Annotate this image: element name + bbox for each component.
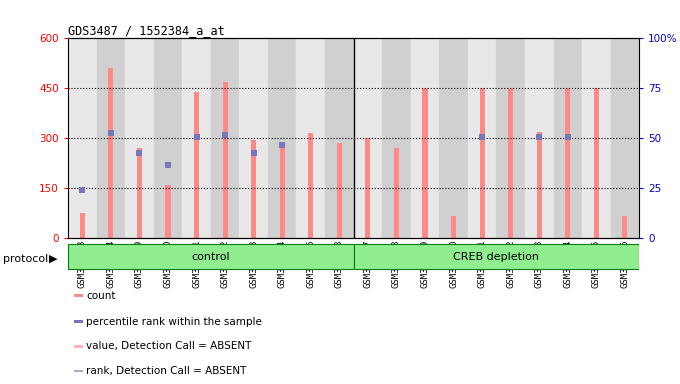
Bar (222, 82, 228, 238)
Bar (268, 38, 296, 238)
Bar (68, 38, 97, 238)
Text: rank, Detection Call = ABSENT: rank, Detection Call = ABSENT (86, 366, 246, 376)
Bar (296, 38, 325, 238)
Text: count: count (86, 291, 116, 301)
Bar (325, 38, 354, 238)
Bar (74, 295, 83, 297)
Bar (439, 38, 468, 238)
Bar (68, 245, 354, 269)
Text: protocol: protocol (3, 254, 49, 264)
Bar (165, 185, 171, 238)
Bar (554, 38, 582, 238)
Bar (382, 38, 411, 238)
Text: value, Detection Call = ABSENT: value, Detection Call = ABSENT (86, 341, 252, 351)
Bar (97, 38, 125, 238)
Bar (354, 38, 382, 238)
Bar (622, 217, 628, 238)
Bar (239, 38, 268, 238)
Bar (194, 92, 199, 238)
Bar (479, 88, 485, 238)
Bar (468, 38, 496, 238)
Bar (137, 148, 142, 238)
Bar (337, 143, 342, 238)
Bar (565, 88, 571, 238)
Bar (251, 140, 256, 238)
Bar (108, 68, 114, 238)
Bar (211, 38, 239, 238)
Bar (422, 88, 428, 238)
Bar (451, 217, 456, 238)
Text: ▶: ▶ (49, 254, 57, 264)
Bar (594, 88, 599, 238)
Bar (525, 38, 554, 238)
Bar (279, 142, 285, 238)
Text: percentile rank within the sample: percentile rank within the sample (86, 317, 262, 327)
Bar (496, 38, 525, 238)
Bar (182, 38, 211, 238)
Bar (80, 213, 85, 238)
Bar (74, 345, 83, 348)
Bar (365, 138, 371, 238)
Bar (125, 38, 154, 238)
Text: GDS3487 / 1552384_a_at: GDS3487 / 1552384_a_at (68, 24, 225, 37)
Bar (354, 245, 639, 269)
Bar (537, 132, 542, 238)
Text: CREB depletion: CREB depletion (454, 252, 539, 262)
Bar (74, 370, 83, 372)
Bar (74, 320, 83, 323)
Bar (582, 38, 611, 238)
Bar (411, 38, 439, 238)
Bar (508, 88, 513, 238)
Bar (394, 148, 399, 238)
Text: control: control (192, 252, 230, 262)
Bar (154, 38, 182, 238)
Bar (308, 133, 313, 238)
Bar (611, 38, 639, 238)
